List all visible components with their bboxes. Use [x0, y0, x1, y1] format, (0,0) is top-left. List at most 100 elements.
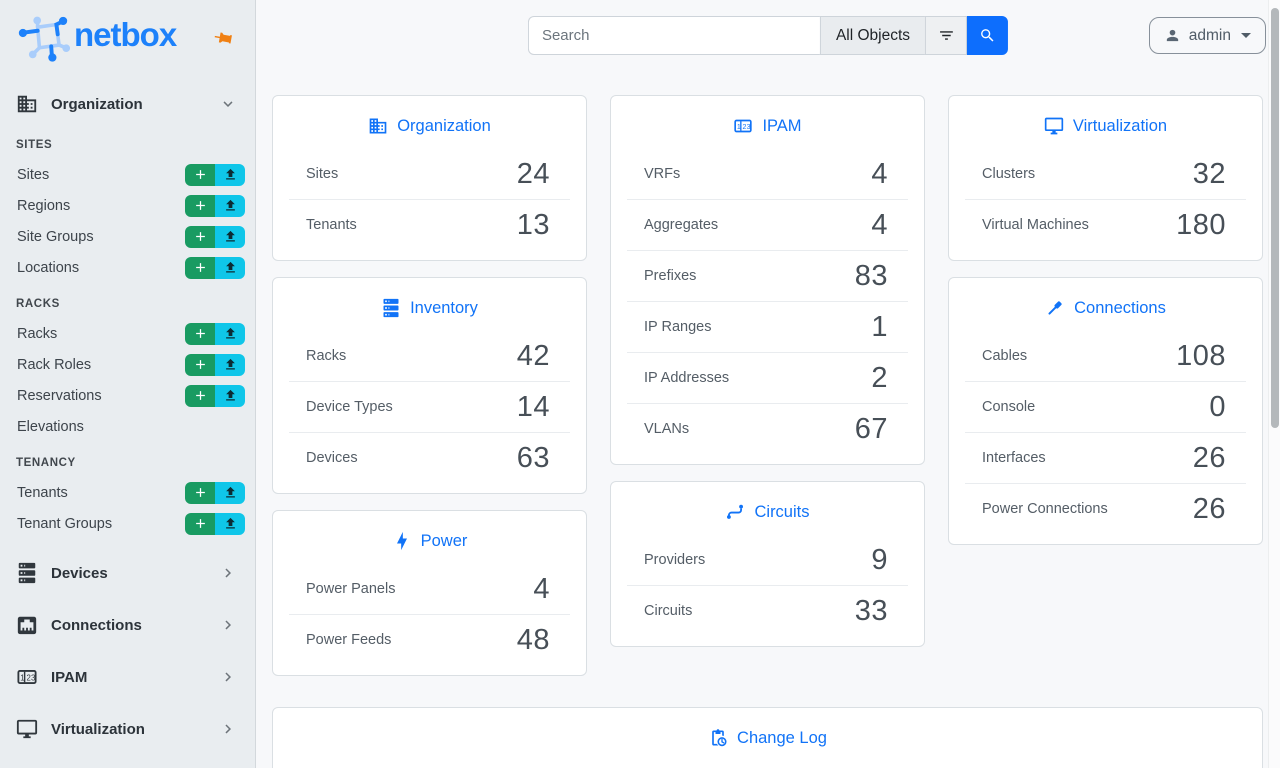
stat-value: 4	[871, 157, 888, 190]
import-button[interactable]	[215, 225, 245, 248]
import-button[interactable]	[215, 512, 245, 535]
upload-icon	[223, 485, 238, 500]
stat-row: IP Ranges 1	[611, 302, 924, 352]
sidebar-item-tenants[interactable]: Tenants	[0, 477, 255, 508]
caret-down-icon	[1241, 33, 1251, 38]
server-icon	[381, 298, 401, 318]
pin-icon	[213, 28, 233, 48]
sidebar-item-sites[interactable]: Sites	[0, 159, 255, 190]
organization-card-title[interactable]: Organization	[273, 110, 586, 149]
search-scope-select[interactable]: All Objects	[819, 16, 926, 55]
filter-icon	[938, 27, 955, 44]
chevron-right-icon	[219, 564, 237, 582]
sidebar-menu-ipam[interactable]: IPAM	[0, 657, 255, 697]
page-scrollbar-thumb[interactable]	[1271, 8, 1279, 428]
stat-row: Console 0	[949, 382, 1262, 432]
add-button[interactable]	[185, 512, 215, 535]
sidebar-menu-organization[interactable]: Organization	[0, 84, 255, 124]
stat-row: Sites 24	[273, 149, 586, 199]
import-button[interactable]	[215, 384, 245, 407]
plus-icon	[193, 229, 208, 244]
main-content: All Objects admin Organization Sites	[256, 0, 1280, 768]
search-input[interactable]	[527, 16, 820, 55]
sidebar-item-rack-roles[interactable]: Rack Roles	[0, 349, 255, 380]
changelog-card-title[interactable]: Change Log	[273, 722, 1262, 761]
sidebar-item-tenant-groups[interactable]: Tenant Groups	[0, 508, 255, 539]
lightning-bolt-icon	[392, 531, 412, 551]
stat-row: Racks 42	[273, 331, 586, 381]
netbox-logo[interactable]: netbox	[0, 0, 255, 70]
plus-icon	[193, 516, 208, 531]
circuits-card-title[interactable]: Circuits	[611, 496, 924, 535]
import-button[interactable]	[215, 481, 245, 504]
stat-row: Tenants 13	[273, 200, 586, 250]
add-button[interactable]	[185, 481, 215, 504]
stat-label: Power Feeds	[306, 632, 392, 648]
user-menu-button[interactable]: admin	[1148, 17, 1266, 54]
page-scrollbar[interactable]	[1268, 0, 1280, 768]
clipboard-clock-icon	[708, 728, 728, 748]
netbox-wordmark: netbox	[74, 15, 177, 53]
stat-row: Providers 9	[611, 535, 924, 585]
chevron-right-icon	[219, 668, 237, 686]
sidebar-item-elevations[interactable]: Elevations	[17, 418, 84, 435]
sidebar-menu-virtualization[interactable]: Virtualization	[0, 709, 255, 749]
stat-row: IP Addresses 2	[611, 353, 924, 403]
add-button[interactable]	[185, 384, 215, 407]
search-button[interactable]	[967, 16, 1009, 55]
stat-row: Cables 108	[949, 331, 1262, 381]
stat-row: Power Panels 4	[273, 564, 586, 614]
stat-value: 4	[533, 572, 550, 605]
add-button[interactable]	[185, 322, 215, 345]
power-card-title[interactable]: Power	[273, 525, 586, 564]
sidebar-menu-devices[interactable]: Devices	[0, 553, 255, 593]
add-button[interactable]	[185, 353, 215, 376]
stat-row: VLANs 67	[611, 404, 924, 454]
upload-icon	[223, 229, 238, 244]
virtualization-card-title[interactable]: Virtualization	[949, 110, 1262, 149]
divider	[289, 432, 570, 433]
sidebar-item-reservations[interactable]: Reservations	[0, 380, 255, 411]
stat-label: Console	[982, 399, 1036, 415]
add-button[interactable]	[185, 194, 215, 217]
sidebar-item-locations[interactable]: Locations	[0, 252, 255, 283]
connections-card-title[interactable]: Connections	[949, 292, 1262, 331]
sidebar-item-regions[interactable]: Regions	[0, 190, 255, 221]
menu-label: Organization	[51, 95, 143, 113]
building-icon	[16, 93, 38, 115]
inventory-card-title[interactable]: Inventory	[273, 292, 586, 331]
chevron-down-icon	[219, 95, 237, 113]
import-button[interactable]	[215, 322, 245, 345]
add-button[interactable]	[185, 225, 215, 248]
sidebar-menu-connections[interactable]: Connections	[0, 605, 255, 645]
sidebar-pin-button[interactable]	[213, 28, 233, 48]
import-button[interactable]	[215, 163, 245, 186]
divider	[627, 352, 908, 353]
ipam-card-title[interactable]: IPAM	[611, 110, 924, 149]
add-button[interactable]	[185, 256, 215, 279]
stat-row: Circuits 33	[611, 586, 924, 636]
counter-icon	[16, 666, 38, 688]
stat-label: Clusters	[982, 166, 1036, 182]
stat-label: Providers	[644, 552, 706, 568]
sidebar-item-racks[interactable]: Racks	[0, 318, 255, 349]
stat-value: 9	[871, 543, 888, 576]
stat-label: Device Types	[306, 399, 393, 415]
sidebar: netbox Organization SITES Sites Regions …	[0, 0, 256, 768]
stat-label: IP Addresses	[644, 370, 730, 386]
import-button[interactable]	[215, 353, 245, 376]
stat-label: Circuits	[644, 603, 693, 619]
netbox-logo-icon	[16, 12, 70, 62]
sidebar-item-site-groups[interactable]: Site Groups	[0, 221, 255, 252]
divider	[627, 199, 908, 200]
cable-icon	[1045, 298, 1065, 318]
stat-value: 26	[1192, 492, 1226, 525]
import-button[interactable]	[215, 194, 245, 217]
stat-label: Prefixes	[644, 268, 697, 284]
search-group: All Objects	[527, 16, 1009, 55]
server-icon	[16, 562, 38, 584]
import-button[interactable]	[215, 256, 245, 279]
search-filter-button[interactable]	[925, 16, 968, 55]
add-button[interactable]	[185, 163, 215, 186]
sidebar-group-header-sites: SITES	[16, 139, 53, 151]
